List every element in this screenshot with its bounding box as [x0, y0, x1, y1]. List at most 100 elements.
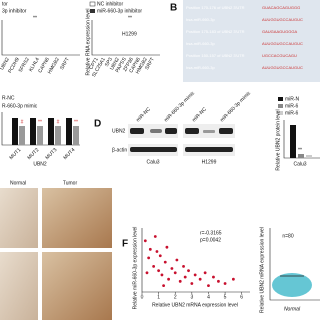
bar — [290, 125, 296, 158]
x-tick-label: 3 — [190, 294, 193, 300]
sequence: AUUGGUGCCAUGUC — [262, 41, 303, 46]
legend: miR-N — [285, 96, 300, 102]
ihc-image — [42, 252, 112, 320]
legend-swatch — [89, 1, 96, 7]
point — [145, 271, 149, 275]
row-label: hsa-miR-660-3p — [186, 41, 215, 46]
bar — [30, 118, 36, 145]
point — [212, 275, 215, 279]
lane-label: miR-NC — [191, 106, 208, 123]
sequence: AUUGGUGCCAUGUC — [262, 65, 303, 70]
axis — [283, 120, 320, 159]
point — [162, 284, 166, 287]
point — [203, 271, 207, 275]
band — [203, 130, 215, 133]
band — [185, 147, 233, 152]
legend: miR-6 — [285, 110, 299, 116]
group-label: MUT4 — [62, 147, 76, 161]
ihc-image — [0, 252, 38, 320]
legend: miR-660-3p inhibitor — [97, 8, 142, 14]
panel-d: D UBN2 β-actin Calu3 H1299 miR-N miR-6 m… — [94, 96, 320, 171]
legend: 3p inhibitor — [2, 8, 27, 14]
row-label: Position 150-157 of UBN2 3'UTR — [186, 53, 245, 58]
x-tick-label: 0 — [141, 294, 144, 300]
band — [130, 147, 177, 152]
gene-label: UBN2 — [109, 56, 121, 71]
mark: # — [57, 119, 60, 125]
group-label: Calu3 — [293, 161, 306, 167]
legend: tor — [2, 1, 8, 7]
x-tick-label: 2 — [174, 294, 177, 300]
ihc-image — [0, 188, 38, 248]
point — [167, 277, 170, 281]
row-label: hsa-miR-660-3p — [186, 65, 215, 70]
y-label: Relative UBN2 protein level — [275, 109, 281, 170]
legend-swatch — [278, 111, 283, 115]
panel-a-left: tor 3p inhibitor ** — [1, 1, 80, 56]
group-label: MUT1 — [8, 147, 22, 161]
row-label: Position 170-176 of UBN2 3'UTR — [186, 5, 245, 10]
lane-label: miR-NC — [135, 106, 152, 123]
point — [207, 284, 210, 287]
x-tick-label: 4 — [207, 294, 210, 300]
bar — [306, 155, 312, 158]
ihc-image — [42, 188, 112, 248]
band — [185, 128, 199, 134]
axis — [141, 228, 250, 293]
legend: R-660-3p mimic — [2, 103, 38, 109]
panel-label: F — [122, 239, 128, 250]
point — [217, 279, 220, 283]
mark: # — [21, 119, 24, 125]
band — [130, 128, 144, 134]
dot-cloud — [272, 273, 312, 297]
point — [152, 265, 156, 268]
panel-b: B — [170, 0, 320, 82]
sequence: AUUGGUGCCAUGUC — [262, 17, 303, 22]
cell-label: H1299 — [122, 31, 137, 37]
point — [173, 271, 177, 275]
x-label: Relative UBN2 mRNA expression level — [152, 302, 238, 308]
panel-a-right: NC inhibitor miR-660-3p inhibitor H1299 … — [85, 1, 160, 75]
band — [150, 129, 162, 133]
point — [147, 256, 151, 260]
point — [183, 275, 187, 279]
sequence: GAUGAAGUGGGA — [262, 29, 297, 34]
stat: r=-0.3165 — [200, 230, 222, 236]
bar — [37, 126, 43, 145]
axis — [91, 20, 160, 56]
row-label: hsa-miR-660-3p — [186, 17, 215, 22]
bar — [12, 118, 18, 145]
gene-label: UBN2 — [33, 161, 47, 167]
axis — [269, 228, 320, 301]
bar — [73, 126, 79, 145]
gene-label: SRFT — [144, 57, 156, 71]
cell-label: Calu3 — [146, 159, 159, 165]
point — [223, 282, 227, 285]
bar — [19, 126, 25, 145]
panel-e: Normal Tumor — [0, 180, 112, 320]
y-label: Relative RNA expression level — [85, 9, 91, 76]
bar — [66, 118, 72, 145]
point — [198, 277, 202, 281]
point — [165, 245, 169, 249]
row-label: β-actin — [112, 147, 127, 153]
point — [163, 260, 167, 264]
image-label: Normal — [10, 180, 26, 186]
band — [219, 128, 233, 134]
point — [193, 273, 197, 277]
point — [155, 250, 159, 253]
bar — [55, 126, 61, 145]
gene-label: CPT1 — [88, 56, 100, 70]
bar — [48, 118, 54, 145]
legend-swatch — [278, 104, 283, 108]
gene-label: SRFT — [59, 57, 71, 71]
legend: R-NC — [2, 95, 15, 101]
legend: miR-6 — [285, 103, 299, 109]
point — [231, 277, 235, 281]
cell-label: H1299 — [202, 159, 217, 165]
lane-label: miR-660-3p mimic — [219, 90, 252, 123]
bar — [298, 154, 304, 158]
point — [178, 279, 182, 283]
